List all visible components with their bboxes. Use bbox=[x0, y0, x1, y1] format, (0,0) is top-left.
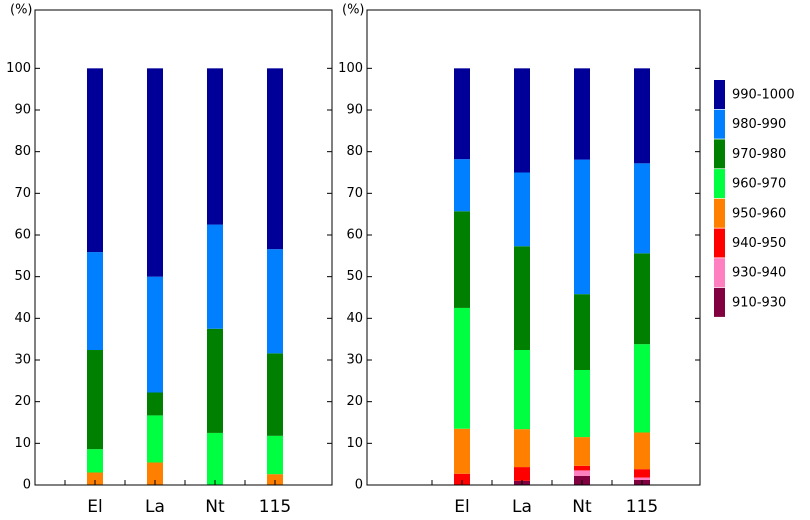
plot-frame bbox=[34, 9, 333, 486]
y-tick-label: 80 bbox=[346, 144, 363, 159]
bar-segment bbox=[147, 462, 163, 485]
x-tick-label: 115 bbox=[259, 497, 291, 517]
bar-segment bbox=[454, 307, 470, 429]
bar-segment bbox=[514, 467, 530, 481]
legend-swatch bbox=[714, 80, 725, 109]
x-tick-label: Nt bbox=[205, 497, 225, 517]
y-tick-label: 50 bbox=[346, 269, 363, 284]
legend-swatch bbox=[714, 198, 725, 228]
bar-segment bbox=[267, 435, 283, 475]
y-tick-label: 10 bbox=[346, 436, 363, 451]
bar-segment bbox=[267, 353, 283, 436]
bar-segment bbox=[267, 474, 283, 485]
bar-segment bbox=[207, 328, 223, 433]
y-tick-label: 60 bbox=[14, 228, 31, 243]
legend-swatch bbox=[714, 109, 725, 139]
y-tick-label: 40 bbox=[14, 311, 31, 326]
y-tick-label: 70 bbox=[14, 186, 31, 201]
legend-swatch bbox=[714, 169, 725, 199]
x-tick-label: El bbox=[454, 497, 469, 517]
bar-segment bbox=[147, 415, 163, 463]
bar-segment bbox=[574, 159, 590, 295]
bar-segment bbox=[207, 68, 223, 225]
x-tick-label: El bbox=[87, 497, 102, 517]
bar-segment bbox=[574, 465, 590, 471]
bar-segment bbox=[514, 246, 530, 350]
legend-label: 930-940 bbox=[732, 266, 786, 281]
bar-segment bbox=[574, 294, 590, 370]
y-tick-label: 80 bbox=[14, 144, 31, 159]
bar-segment bbox=[574, 470, 590, 476]
y-tick-label: 100 bbox=[338, 61, 363, 76]
bar-segment bbox=[454, 211, 470, 308]
legend-label: 990-1000 bbox=[732, 88, 795, 103]
bar-segment bbox=[634, 432, 650, 470]
bar-segment bbox=[207, 224, 223, 329]
y-tick-label: 20 bbox=[346, 394, 363, 409]
bar-segment bbox=[634, 477, 650, 480]
bar-segment bbox=[634, 469, 650, 478]
bar-segment bbox=[87, 449, 103, 473]
legend-swatch bbox=[714, 228, 725, 258]
bar-segment bbox=[87, 252, 103, 350]
y-tick-label: 0 bbox=[355, 478, 363, 493]
bar-segment bbox=[574, 68, 590, 160]
bar-segment bbox=[574, 370, 590, 438]
legend-swatch bbox=[714, 287, 725, 317]
x-tick-label: La bbox=[145, 497, 165, 517]
bar-segment bbox=[147, 68, 163, 277]
bar-segment bbox=[147, 392, 163, 416]
y-tick-label: 100 bbox=[6, 61, 31, 76]
bar-segment bbox=[514, 350, 530, 430]
y-tick-label: 90 bbox=[14, 103, 31, 118]
bar-segment bbox=[454, 428, 470, 474]
legend-label: 950-960 bbox=[732, 206, 786, 221]
x-tick-label: La bbox=[512, 497, 532, 517]
bar-segment bbox=[574, 437, 590, 466]
legend-label: 970-980 bbox=[732, 147, 786, 162]
y-tick-label: 20 bbox=[14, 394, 31, 409]
legend-label: 980-990 bbox=[732, 117, 786, 132]
y-tick-label: 30 bbox=[14, 353, 31, 368]
bar-segment bbox=[87, 68, 103, 253]
x-tick-label: 115 bbox=[626, 497, 658, 517]
bar-segment bbox=[634, 344, 650, 433]
bar-segment bbox=[147, 276, 163, 393]
bar-segment bbox=[634, 163, 650, 254]
bar-segment bbox=[267, 68, 283, 250]
bar-segment bbox=[634, 68, 650, 164]
bar-segment bbox=[454, 68, 470, 160]
bar-segment bbox=[454, 473, 470, 485]
legend-label: 940-950 bbox=[732, 236, 786, 251]
y-tick-label: 30 bbox=[346, 353, 363, 368]
y-tick-label: 90 bbox=[346, 103, 363, 118]
bar-segment bbox=[634, 253, 650, 345]
bar-segment bbox=[454, 159, 470, 212]
bar-segment bbox=[207, 432, 223, 485]
y-tick-label: 50 bbox=[14, 269, 31, 284]
bar-segment bbox=[267, 249, 283, 354]
plot-frame bbox=[366, 9, 701, 486]
y-tick-label: 10 bbox=[14, 436, 31, 451]
bar-segment bbox=[87, 472, 103, 485]
y-axis-label: (%) bbox=[342, 3, 365, 18]
legend-label: 910-930 bbox=[732, 295, 786, 310]
bar-segment bbox=[514, 172, 530, 247]
legend-label: 960-970 bbox=[732, 177, 786, 192]
y-axis-label: (%) bbox=[10, 3, 33, 18]
y-tick-label: 60 bbox=[346, 228, 363, 243]
bar-segment bbox=[87, 350, 103, 450]
bar-segment bbox=[514, 429, 530, 468]
y-tick-label: 0 bbox=[23, 478, 31, 493]
legend-swatch bbox=[714, 139, 725, 169]
legend-swatch bbox=[714, 258, 725, 288]
y-tick-label: 40 bbox=[346, 311, 363, 326]
bar-segment bbox=[514, 68, 530, 173]
x-tick-label: Nt bbox=[572, 497, 592, 517]
y-tick-label: 70 bbox=[346, 186, 363, 201]
